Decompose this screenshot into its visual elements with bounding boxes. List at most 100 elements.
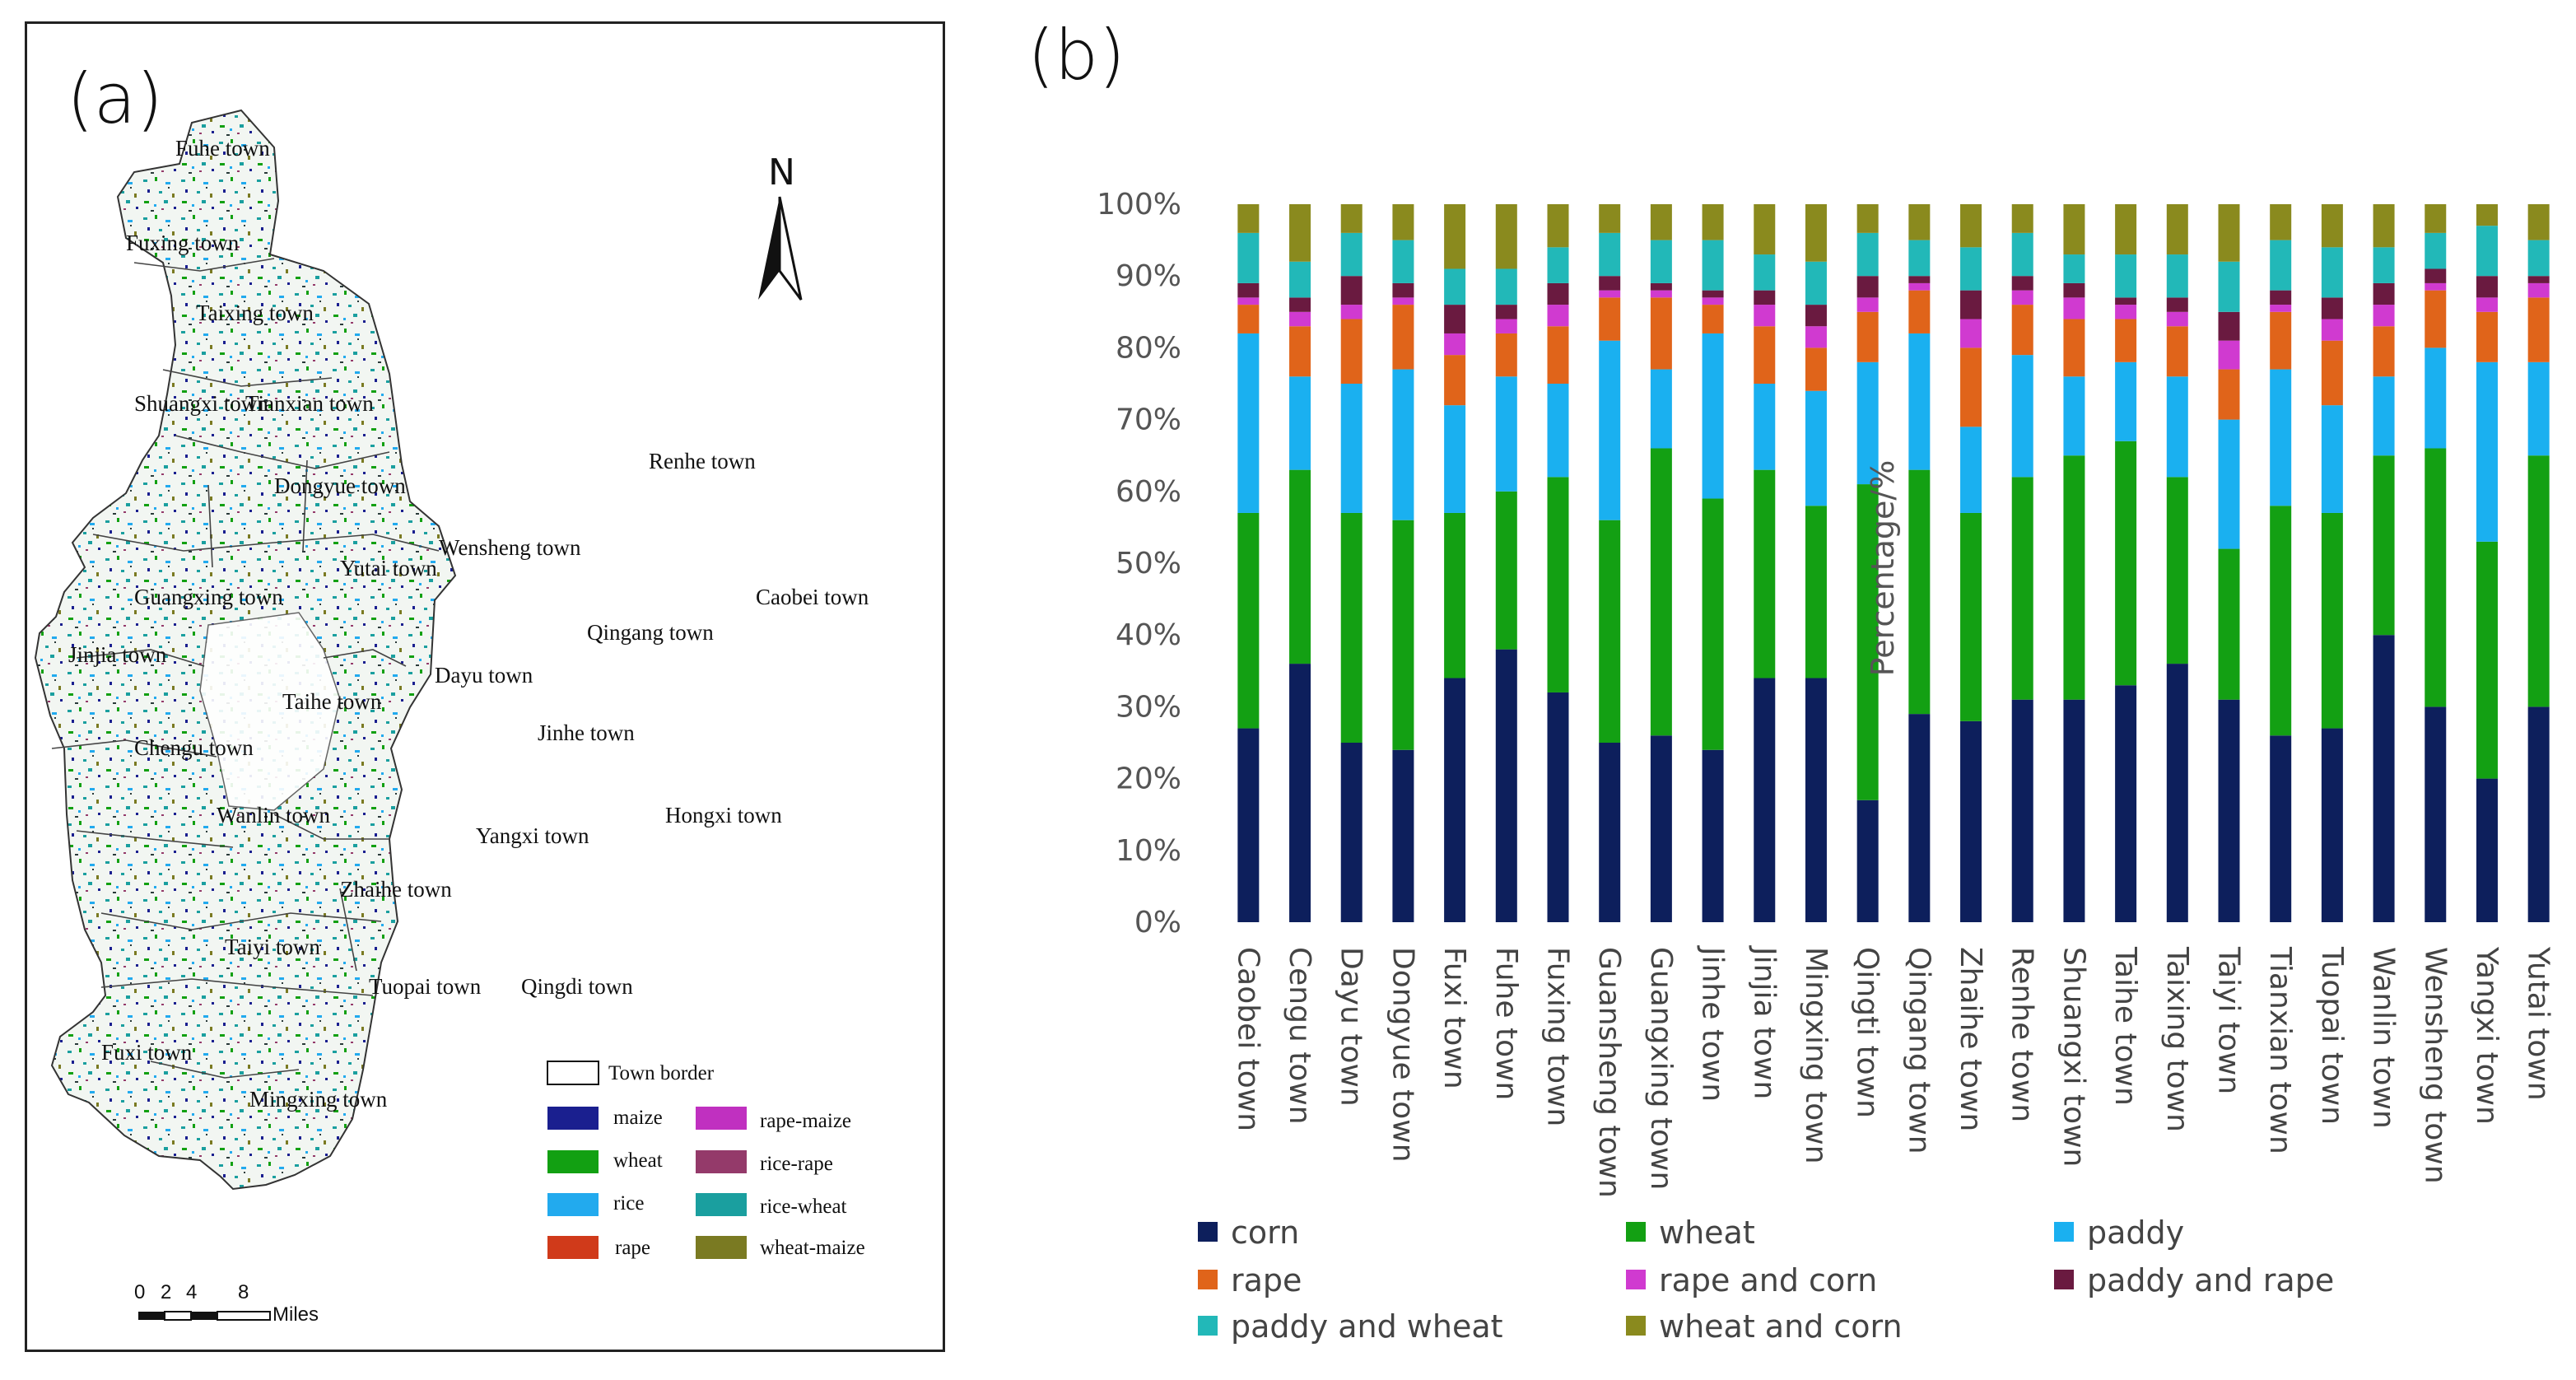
x-tick-label: Caobei town xyxy=(1231,947,1265,1131)
legend-swatch xyxy=(1626,1270,1646,1289)
town-label: Jinjia town xyxy=(68,642,167,667)
town-label: Fuxi town xyxy=(101,1040,193,1065)
bar-segment-rape xyxy=(1908,290,1931,333)
legend-label: wheat and corn xyxy=(1659,1308,1903,1345)
legend-swatch xyxy=(547,1193,599,1216)
bar-segment-paddy-and-wheat xyxy=(2373,247,2395,283)
bar-segment-paddy-and-wheat xyxy=(2321,247,2343,298)
town-label: Qingang town xyxy=(587,620,714,645)
bar-segment-corn xyxy=(1237,728,1260,922)
bar-segment-paddy-and-rape xyxy=(2527,276,2550,283)
bar-segment-rape xyxy=(2166,326,2188,377)
bar-segment-corn xyxy=(1547,692,1569,922)
bar-segment-rape-and-corn xyxy=(1960,319,1982,348)
map-figure xyxy=(34,109,457,1191)
x-tick-label: Dayu town xyxy=(1335,947,1368,1107)
bar-segment-wheat-and-corn xyxy=(1392,204,1414,240)
bar-segment-paddy-and-rape xyxy=(1754,290,1776,305)
bar-segment-wheat-and-corn xyxy=(1805,204,1827,262)
bar-segment-paddy-and-rape xyxy=(1289,297,1311,312)
bar-segment-rape-and-corn xyxy=(1702,297,1724,305)
bar-segment-corn xyxy=(2527,706,2550,922)
bar-segment-wheat-and-corn xyxy=(1908,204,1931,240)
legend-label: maize xyxy=(613,1107,663,1129)
bar-segment-paddy xyxy=(1805,390,1827,506)
legend-label: Town border xyxy=(608,1062,715,1084)
bar-segment-paddy-and-rape xyxy=(1650,282,1672,291)
bar-segment-paddy-and-rape xyxy=(2373,282,2395,305)
bar-segment-wheat xyxy=(2115,441,2137,686)
bar-segment-rape-and-corn xyxy=(2321,319,2343,341)
x-tick-label: Yutai town xyxy=(2522,946,2555,1101)
bar-segment-rape xyxy=(1340,319,1363,384)
bar-segment-rape-and-corn xyxy=(2270,305,2292,312)
bar-segment-wheat xyxy=(1289,469,1311,664)
bar-segment-corn xyxy=(1444,678,1466,922)
bar-segment-rape-and-corn xyxy=(1392,297,1414,305)
y-tick-label: 80% xyxy=(1116,331,1181,365)
bar-segment-paddy xyxy=(1702,333,1724,499)
bar-segment-paddy xyxy=(1754,384,1776,470)
bar-segment-paddy xyxy=(2063,376,2085,456)
town-label: Yangxi town xyxy=(476,823,589,848)
legend-swatch xyxy=(696,1236,747,1259)
bar-segment-paddy-and-rape xyxy=(1805,305,1827,327)
bar-segment-paddy-and-wheat xyxy=(1960,247,1982,291)
x-tick-label: Taihe town xyxy=(2108,946,2142,1106)
legend-label: paddy and rape xyxy=(2087,1262,2334,1298)
y-axis: 0% 10% 20% 30% 40% 50% 60% 70% 80% 90% 100% xyxy=(1097,188,1181,939)
svg-text:N: N xyxy=(768,152,795,193)
bar-segment-corn xyxy=(1805,678,1827,922)
bar-segment-wheat xyxy=(1340,512,1363,743)
bar-segment-corn xyxy=(1289,664,1311,922)
bar-segment-paddy-and-rape xyxy=(1599,276,1621,291)
town-label: Tianxian town xyxy=(245,391,374,416)
bar-segment-paddy-and-wheat xyxy=(1599,232,1621,277)
bar-segment-wheat-and-corn xyxy=(1444,204,1466,269)
town-borders xyxy=(51,258,440,1079)
bar-segment-paddy-and-wheat xyxy=(1495,268,1517,305)
bar-segment-rape xyxy=(1960,347,1982,427)
x-tick-label: Taixing town xyxy=(2160,946,2194,1132)
bar-segment-wheat-and-corn xyxy=(1495,204,1517,269)
legend-swatch xyxy=(696,1107,747,1130)
x-tick-label: Wanlin town xyxy=(2367,947,2401,1129)
bar-segment-paddy xyxy=(1908,333,1931,470)
svg-text:0: 0 xyxy=(134,1281,145,1303)
bar-segment-wheat xyxy=(2063,455,2085,700)
bar-segment-paddy-and-wheat xyxy=(2166,254,2188,298)
bar-segment-paddy-and-wheat xyxy=(2115,254,2137,298)
x-tick-label: Shuangxi town xyxy=(2057,947,2090,1167)
bar-segment-wheat-and-corn xyxy=(1599,204,1621,233)
bar-segment-corn xyxy=(2476,778,2498,922)
bar-segment-wheat-and-corn xyxy=(2011,204,2033,233)
x-tick-label: Tianxian town xyxy=(2263,946,2297,1154)
legend-label: paddy xyxy=(2087,1214,2184,1251)
map-legend: Town border maize rape-maize wheat rice-… xyxy=(547,1061,865,1259)
bar-segment-wheat-and-corn xyxy=(2527,204,2550,240)
svg-text:Miles: Miles xyxy=(273,1303,319,1326)
bar-segment-wheat xyxy=(1599,520,1621,743)
legend-label: rice-wheat xyxy=(760,1196,847,1218)
legend-label: paddy and wheat xyxy=(1231,1308,1503,1345)
bar-segment-corn xyxy=(2011,699,2033,922)
bar-segment-paddy xyxy=(2115,361,2137,441)
bar-segment-wheat-and-corn xyxy=(1650,204,1672,240)
bar-segment-paddy xyxy=(2166,376,2188,478)
x-tick-label: Dongyue town xyxy=(1386,947,1419,1163)
bar-segment-wheat xyxy=(1495,491,1517,650)
legend-label: rice xyxy=(613,1192,644,1214)
bar-segment-corn xyxy=(1650,735,1672,922)
bar-segment-paddy-and-rape xyxy=(1392,282,1414,298)
bar-segment-rape xyxy=(2270,311,2292,370)
bar-segment-rape-and-corn xyxy=(1650,290,1672,298)
legend-label: rape and corn xyxy=(1659,1262,1877,1298)
bar-segment-paddy-and-wheat xyxy=(2527,240,2550,277)
north-arrow-icon: N xyxy=(758,152,803,301)
bar-segment-wheat-and-corn xyxy=(2476,204,2498,226)
bar-segment-paddy-and-rape xyxy=(2063,282,2085,298)
bar-segment-paddy-and-rape xyxy=(2166,297,2188,312)
bar-segment-paddy-and-rape xyxy=(2218,311,2240,341)
town-label: Wanlin town xyxy=(217,803,331,828)
legend-swatch xyxy=(1198,1222,1218,1242)
